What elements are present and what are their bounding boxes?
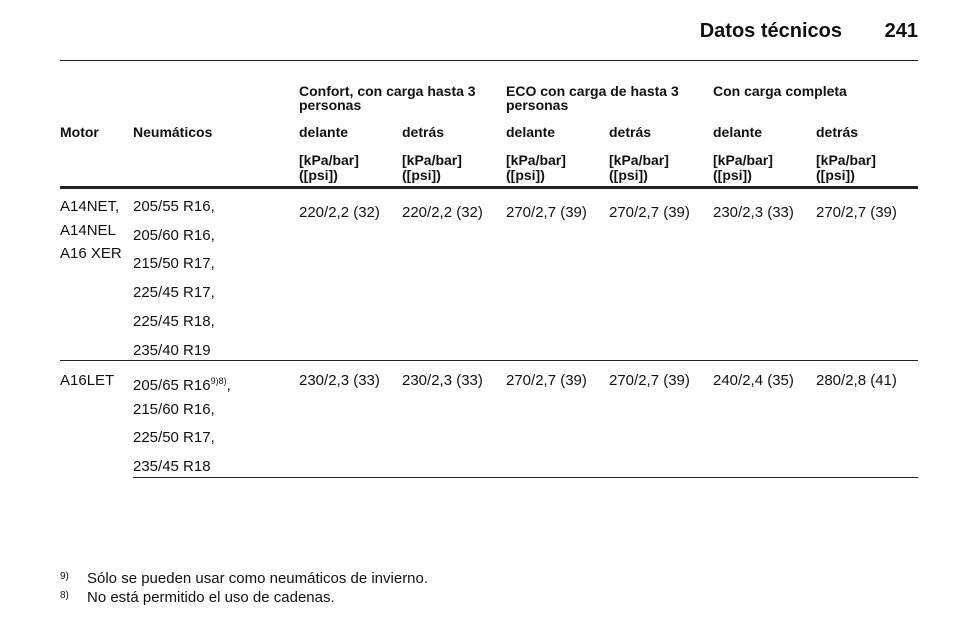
tire-size: 235/45 R18: [133, 457, 211, 475]
motor: A14NEL: [60, 221, 116, 239]
tire: 235/40 R19: [133, 341, 211, 359]
footnote-mark: 9): [60, 571, 69, 582]
unit-header: ([psi]): [609, 167, 648, 183]
group-header: ECO con carga de hasta 3 personas: [506, 83, 679, 113]
footnote-ref: 9)8): [210, 376, 227, 386]
unit-header: [kPa/bar]: [713, 152, 773, 168]
tire-size: 205/55 R16,: [133, 198, 215, 215]
unit-header: [kPa/bar]: [299, 152, 359, 168]
pressure: 270/2,7 (39): [609, 204, 690, 221]
tire: 205/55 R16,: [133, 199, 215, 215]
pressure: 240/2,4 (35): [713, 372, 794, 389]
unit-header: [kPa/bar]: [402, 152, 462, 168]
motor: A14NET,: [60, 198, 120, 215]
row-rule: [133, 477, 918, 478]
pressure: 270/2,7 (39): [609, 372, 690, 389]
footnote-mark: 8): [60, 590, 69, 601]
footnote-text: No está permitido el uso de cadenas.: [87, 589, 335, 606]
unit-header: ([psi]): [506, 167, 545, 183]
column-header: Motor: [60, 124, 99, 140]
tire-size: 225/50 R17,: [133, 429, 215, 446]
group-header: Confort, con carga hasta 3 personas: [299, 83, 476, 113]
tire: 215/50 R17,: [133, 256, 215, 272]
column-header: delante: [299, 124, 349, 140]
tire-size: 205/60 R16,: [133, 226, 215, 244]
tire: 205/60 R16,: [133, 226, 215, 244]
column-header: detrás: [816, 124, 859, 140]
column-header: delante: [713, 124, 763, 140]
tire-size: 225/45 R18,: [133, 312, 215, 330]
pressure: 230/2,3 (33): [713, 204, 794, 221]
column-header: Neumáticos: [133, 124, 213, 140]
column-header: detrás: [402, 124, 445, 140]
pressure: 220/2,2 (32): [402, 204, 483, 221]
pressure: 270/2,7 (39): [506, 204, 587, 221]
unit-header: ([psi]): [713, 167, 752, 183]
tire-size: 205/65 R16: [133, 377, 211, 394]
pressure: 230/2,3 (33): [402, 372, 483, 389]
tire-size: 235/40 R19: [133, 341, 211, 359]
tire: 225/50 R17,: [133, 430, 215, 446]
unit-header: ([psi]): [816, 167, 855, 183]
pressure: 220/2,2 (32): [299, 204, 380, 221]
pressure: 230/2,3 (33): [299, 372, 380, 389]
page-number: 241: [884, 20, 918, 42]
unit-header: ([psi]): [299, 167, 338, 183]
page-title: Datos técnicos: [699, 20, 842, 42]
tire: 235/45 R18: [133, 457, 211, 475]
row-rule: [60, 360, 918, 361]
column-header: detrás: [609, 124, 652, 140]
tire-size: 215/60 R16,: [133, 400, 215, 418]
unit-header: ([psi]): [402, 167, 441, 183]
motor: A16LET: [60, 372, 115, 389]
tire: 215/60 R16,: [133, 400, 215, 418]
tire: 205/65 R169)8),: [133, 373, 231, 394]
table-top-rule: [60, 186, 918, 189]
unit-header: [kPa/bar]: [816, 152, 876, 168]
header-rule: [60, 60, 918, 61]
tire-suffix: ,: [226, 377, 231, 394]
pressure: 270/2,7 (39): [816, 204, 897, 221]
tire-size: 225/45 R17,: [133, 284, 215, 302]
pressure: 280/2,8 (41): [816, 372, 897, 389]
group-header: Con carga completa: [713, 83, 847, 99]
tire: 225/45 R17,: [133, 285, 215, 301]
unit-header: [kPa/bar]: [506, 152, 566, 168]
pressure: 270/2,7 (39): [506, 372, 587, 389]
unit-header: [kPa/bar]: [609, 152, 669, 168]
motor: A16 XER: [60, 245, 122, 262]
tire: 225/45 R18,: [133, 312, 215, 330]
tire-size: 215/50 R17,: [133, 255, 215, 273]
column-header: delante: [506, 124, 556, 140]
footnote-text: Sólo se pueden usar como neumáticos de i…: [87, 570, 429, 587]
